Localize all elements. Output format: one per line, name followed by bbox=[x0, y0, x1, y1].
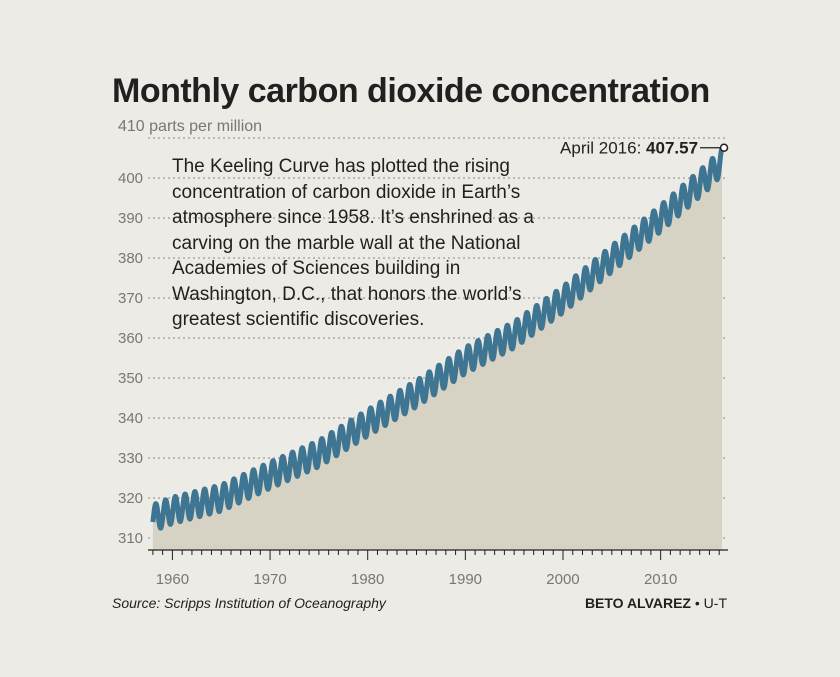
annotation-value: 407.57 bbox=[646, 139, 698, 158]
x-tick-label: 2010 bbox=[644, 571, 677, 588]
credit-line: BETO ALVAREZ • U-T bbox=[585, 595, 727, 611]
annotation-label: April 2016: 407.57 bbox=[560, 139, 698, 158]
source-note: Source: Scripps Institution of Oceanogra… bbox=[112, 595, 386, 611]
co2-series-line bbox=[150, 146, 725, 531]
y-tick-label: 380 bbox=[118, 250, 143, 267]
x-axis-ticks: 1960 1970 1980 1990 2000 2010 bbox=[152, 550, 720, 588]
annotation-date: April 2016: bbox=[560, 139, 646, 158]
y-axis-ticks: 310 320 330 340 350 360 370 380 390 400 bbox=[118, 170, 143, 547]
x-tick-label: 1960 bbox=[156, 571, 189, 588]
y-tick-label: 330 bbox=[118, 450, 143, 467]
y-tick-label: 320 bbox=[118, 490, 143, 507]
y-tick-label: 400 bbox=[118, 170, 143, 187]
x-tick-label: 1990 bbox=[449, 571, 482, 588]
latest-value-annotation: April 2016: 407.57 bbox=[560, 139, 729, 158]
y-tick-label: 360 bbox=[118, 330, 143, 347]
chart-title: Monthly carbon dioxide concentration bbox=[112, 72, 710, 110]
y-tick-label: 370 bbox=[118, 290, 143, 307]
credit-name: BETO ALVAREZ bbox=[584, 595, 691, 611]
x-tick-label: 1970 bbox=[253, 571, 286, 588]
credit-org: • U-T bbox=[694, 595, 727, 611]
x-tick-label: 1980 bbox=[351, 571, 384, 588]
y-tick-label: 350 bbox=[118, 370, 143, 387]
area-fill bbox=[152, 147, 723, 550]
description-text: The Keeling Curve has plotted the rising… bbox=[172, 156, 534, 330]
annotation-marker bbox=[719, 143, 729, 152]
y-tick-label: 390 bbox=[118, 210, 143, 227]
y-tick-label: 340 bbox=[118, 410, 143, 427]
y-tick-label: 310 bbox=[118, 530, 143, 547]
x-tick-label: 2000 bbox=[546, 571, 579, 588]
y-axis-unit-label: 410 parts per million bbox=[118, 118, 263, 135]
